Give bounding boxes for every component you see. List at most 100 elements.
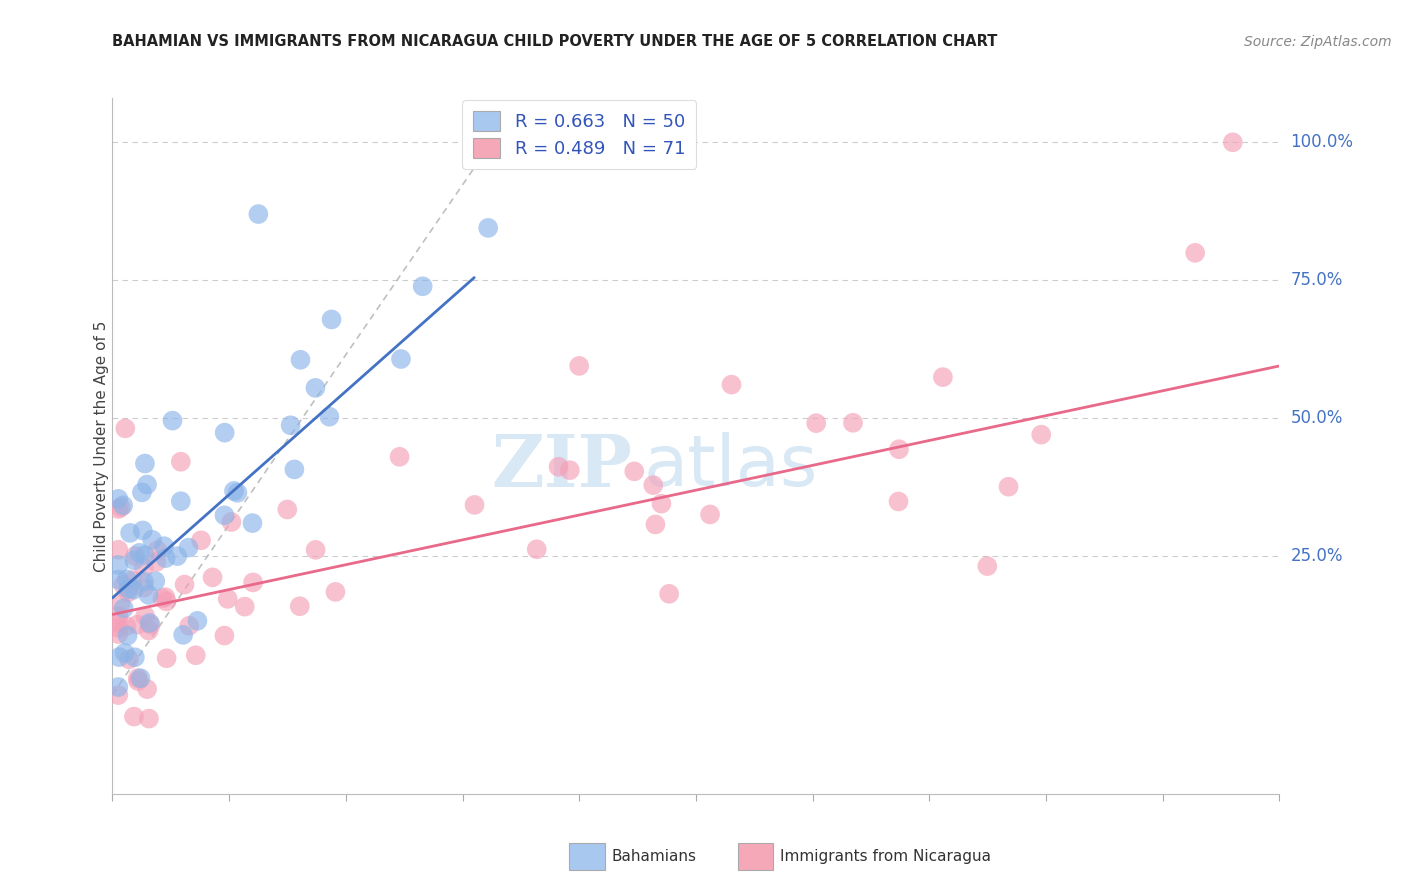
Point bbox=[233, 599, 256, 614]
Point bbox=[121, 574, 143, 588]
Point bbox=[214, 508, 236, 523]
Point bbox=[138, 615, 160, 630]
Point bbox=[155, 590, 177, 604]
Point bbox=[155, 551, 177, 566]
Point bbox=[214, 425, 236, 440]
Point bbox=[170, 494, 193, 508]
Point bbox=[112, 578, 135, 592]
Point bbox=[107, 502, 129, 516]
Point bbox=[107, 573, 129, 587]
Point bbox=[124, 549, 146, 563]
Point bbox=[214, 629, 236, 643]
Text: Immigrants from Nicaragua: Immigrants from Nicaragua bbox=[780, 849, 991, 863]
Point bbox=[132, 524, 155, 538]
Point bbox=[568, 359, 591, 373]
Point bbox=[201, 570, 224, 584]
Point bbox=[112, 601, 135, 615]
Point bbox=[134, 581, 156, 595]
Point bbox=[388, 450, 411, 464]
Point bbox=[129, 671, 152, 685]
Point bbox=[117, 585, 139, 599]
Point bbox=[107, 615, 129, 630]
Point bbox=[806, 416, 828, 430]
Point bbox=[136, 682, 159, 697]
Text: 50.0%: 50.0% bbox=[1291, 409, 1343, 427]
Point bbox=[173, 577, 195, 591]
Point bbox=[283, 462, 305, 476]
Point bbox=[146, 543, 169, 558]
Point bbox=[134, 549, 156, 563]
Point bbox=[117, 582, 139, 596]
Point bbox=[134, 609, 156, 624]
Point bbox=[138, 712, 160, 726]
Point bbox=[276, 502, 298, 516]
Point bbox=[155, 651, 177, 665]
Point bbox=[304, 381, 326, 395]
Point bbox=[976, 559, 998, 574]
Point bbox=[288, 599, 311, 614]
Point bbox=[153, 539, 176, 553]
Point bbox=[136, 477, 159, 491]
Point bbox=[1222, 136, 1244, 150]
Point bbox=[226, 485, 249, 500]
Point bbox=[186, 614, 208, 628]
Point bbox=[138, 624, 160, 638]
Point bbox=[650, 497, 672, 511]
Point bbox=[217, 591, 239, 606]
Point bbox=[997, 480, 1019, 494]
Point bbox=[184, 648, 207, 663]
Point bbox=[141, 533, 163, 547]
Point bbox=[127, 673, 149, 688]
Text: atlas: atlas bbox=[644, 433, 818, 501]
Point bbox=[644, 517, 666, 532]
Point bbox=[145, 555, 167, 569]
Point bbox=[117, 628, 139, 642]
Point bbox=[412, 279, 434, 293]
Point bbox=[115, 572, 138, 586]
Point bbox=[477, 220, 499, 235]
Point bbox=[280, 418, 302, 433]
Point bbox=[170, 455, 193, 469]
Point bbox=[526, 542, 548, 557]
Point bbox=[127, 671, 149, 685]
Point bbox=[143, 574, 166, 588]
Point bbox=[155, 594, 177, 608]
Y-axis label: Child Poverty Under the Age of 5: Child Poverty Under the Age of 5 bbox=[94, 320, 108, 572]
Point bbox=[110, 596, 132, 610]
Point bbox=[110, 500, 132, 515]
Point bbox=[242, 516, 264, 530]
Point bbox=[128, 546, 150, 560]
Point bbox=[107, 608, 129, 623]
Point bbox=[107, 688, 129, 702]
Point bbox=[162, 414, 184, 428]
Point bbox=[1184, 245, 1206, 260]
Point bbox=[172, 628, 194, 642]
Point bbox=[122, 709, 145, 723]
Point bbox=[114, 646, 136, 660]
Point bbox=[122, 582, 145, 597]
Text: Source: ZipAtlas.com: Source: ZipAtlas.com bbox=[1244, 35, 1392, 49]
Point bbox=[166, 549, 188, 563]
Point bbox=[124, 650, 146, 665]
Point bbox=[131, 485, 153, 500]
Point bbox=[150, 591, 173, 606]
Text: 100.0%: 100.0% bbox=[1291, 133, 1354, 152]
Point bbox=[932, 370, 955, 384]
Point bbox=[325, 585, 347, 599]
Point bbox=[1031, 427, 1053, 442]
Point bbox=[699, 508, 721, 522]
Point bbox=[107, 542, 129, 557]
Point bbox=[132, 561, 155, 575]
Point bbox=[112, 499, 135, 513]
Text: 25.0%: 25.0% bbox=[1291, 548, 1343, 566]
Point bbox=[179, 619, 201, 633]
Point bbox=[658, 587, 681, 601]
Text: Bahamians: Bahamians bbox=[612, 849, 696, 863]
Text: BAHAMIAN VS IMMIGRANTS FROM NICARAGUA CHILD POVERTY UNDER THE AGE OF 5 CORRELATI: BAHAMIAN VS IMMIGRANTS FROM NICARAGUA CH… bbox=[112, 34, 998, 49]
Point bbox=[107, 680, 129, 694]
Point bbox=[242, 575, 264, 590]
Point bbox=[190, 533, 212, 548]
Point bbox=[132, 574, 155, 589]
Point bbox=[321, 312, 343, 326]
Point bbox=[720, 377, 742, 392]
